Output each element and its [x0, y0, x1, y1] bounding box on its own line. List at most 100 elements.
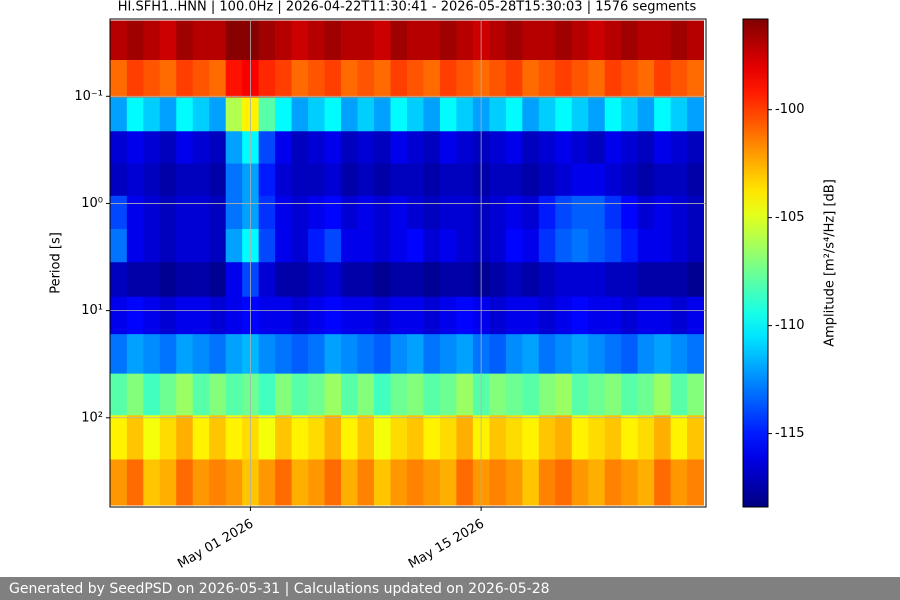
heatmap-cell [654, 163, 672, 197]
heatmap-cell [110, 459, 128, 506]
heatmap-cell [406, 262, 424, 298]
heatmap-cell [687, 229, 704, 263]
heatmap-cell [143, 459, 161, 506]
heatmap-cell [374, 334, 391, 375]
heatmap-cell [308, 459, 325, 506]
heatmap-cell [308, 229, 325, 263]
heatmap-cell [505, 229, 523, 263]
heatmap-cell [406, 296, 424, 335]
heatmap-cell [406, 97, 424, 132]
heatmap-cell [588, 163, 606, 197]
heatmap-cell [110, 195, 128, 230]
heatmap-cell [374, 20, 391, 61]
heatmap-cell [456, 373, 474, 416]
colorbar-tick-label: -100 [775, 102, 805, 117]
heatmap-cell [357, 97, 375, 132]
heatmap-cell [357, 195, 375, 230]
heatmap-cell [374, 97, 391, 132]
heatmap-cell [390, 195, 408, 230]
heatmap-cell [423, 229, 441, 263]
heatmap-cell [670, 163, 688, 197]
heatmap-cell [654, 262, 672, 298]
heatmap-cell [291, 97, 309, 132]
heatmap-cell [588, 262, 606, 298]
heatmap-cell [522, 296, 540, 335]
heatmap-cell [291, 262, 309, 298]
heatmap-cell [456, 459, 474, 506]
heatmap-cell [505, 334, 523, 375]
heatmap-cell [324, 97, 342, 132]
heatmap-cell [489, 195, 507, 230]
heatmap-cell [505, 415, 523, 460]
heatmap-cell [308, 415, 325, 460]
heatmap-cell [308, 97, 325, 132]
heatmap-cell [654, 415, 672, 460]
heatmap-cell [588, 296, 606, 335]
heatmap-cell [159, 262, 177, 298]
heatmap-cell [390, 415, 408, 460]
heatmap-cell [604, 459, 622, 506]
heatmap-cell [390, 131, 408, 164]
heatmap-cell [406, 415, 424, 460]
heatmap-cell [670, 296, 688, 335]
heatmap-cell [489, 229, 507, 263]
heatmap-cell [604, 334, 622, 375]
heatmap-cell [571, 296, 589, 335]
heatmap-cell [225, 459, 243, 506]
heatmap-cell [604, 59, 622, 98]
heatmap-cell [505, 195, 523, 230]
heatmap-cell [489, 163, 507, 197]
heatmap-cell [555, 59, 573, 98]
heatmap-cell [291, 59, 309, 98]
heatmap-cell [341, 131, 358, 164]
heatmap-cell [126, 373, 144, 416]
heatmap-cell [225, 97, 243, 132]
heatmap-cell [374, 262, 391, 298]
footer-text: Generated by SeedPSD on 2026-05-31 | Cal… [9, 581, 550, 597]
heatmap-cell [637, 229, 655, 263]
y-tick-label: 10⁻¹ [74, 89, 103, 104]
heatmap-cell [275, 459, 293, 506]
heatmap-cell [670, 131, 688, 164]
heatmap-cell [423, 415, 441, 460]
heatmap-cell [341, 59, 358, 98]
heatmap-cell [505, 296, 523, 335]
heatmap-cell [275, 20, 293, 61]
heatmap-cell [126, 59, 144, 98]
colorbar-label: Amplitude [m²/s⁴/Hz] [dB] [823, 179, 838, 347]
heatmap-cell [324, 459, 342, 506]
heatmap-cell [604, 296, 622, 335]
heatmap-cell [687, 97, 704, 132]
heatmap-cell [406, 20, 424, 61]
heatmap-cell [654, 229, 672, 263]
heatmap-cell [324, 195, 342, 230]
heatmap-cell [209, 163, 227, 197]
heatmap-cell [571, 459, 589, 506]
heatmap-cell [176, 334, 194, 375]
heatmap-cell [192, 163, 210, 197]
heatmap-cell [538, 195, 556, 230]
heatmap-cell [439, 459, 457, 506]
heatmap-cell [308, 59, 325, 98]
heatmap-cell [357, 373, 375, 416]
heatmap-cell [192, 459, 210, 506]
heatmap-cell [209, 20, 227, 61]
heatmap-cell [209, 296, 227, 335]
heatmap-cell [176, 20, 194, 61]
heatmap-cell [538, 334, 556, 375]
heatmap-cell [456, 20, 474, 61]
heatmap-cell [308, 195, 325, 230]
heatmap-cell [308, 20, 325, 61]
heatmap-cell [637, 459, 655, 506]
heatmap-cell [341, 195, 358, 230]
heatmap-cell [637, 195, 655, 230]
heatmap-cell [308, 373, 325, 416]
heatmap-cell [275, 131, 293, 164]
plot-frame [109, 18, 707, 508]
heatmap-cell [159, 229, 177, 263]
heatmap-cell [439, 334, 457, 375]
heatmap-cell [522, 229, 540, 263]
heatmap-cell [522, 459, 540, 506]
heatmap-cell [621, 59, 639, 98]
heatmap-cell [621, 20, 639, 61]
